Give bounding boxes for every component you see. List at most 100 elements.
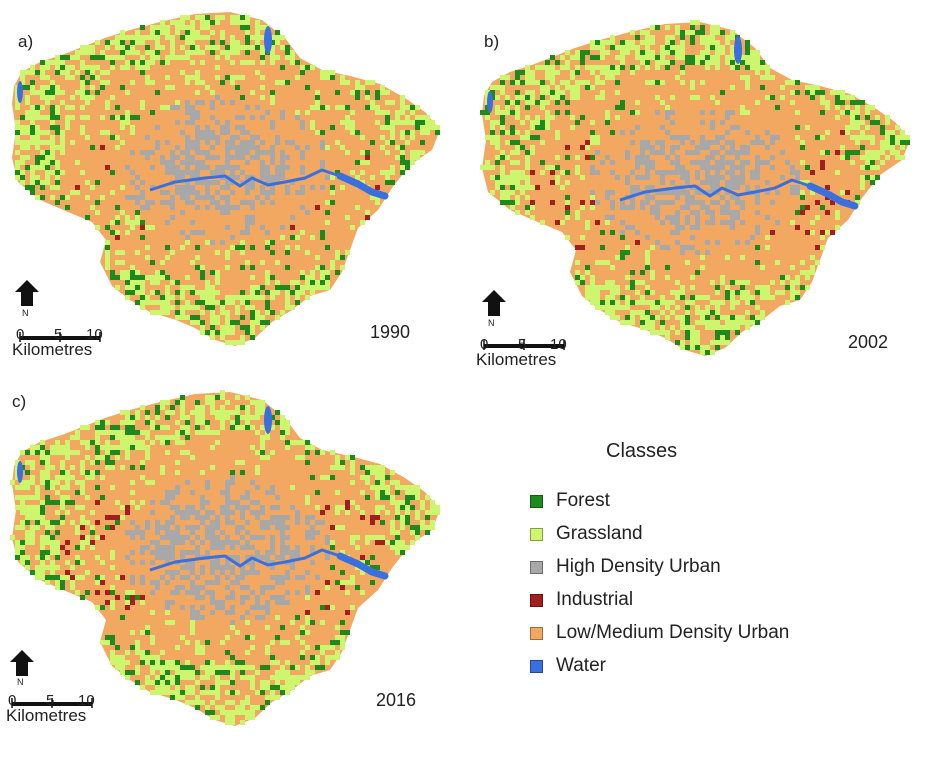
land-cover-cell — [190, 560, 195, 565]
land-cover-cell — [225, 225, 230, 230]
land-cover-cell — [390, 140, 395, 145]
land-cover-cell — [570, 70, 575, 75]
land-cover-cell — [300, 155, 305, 160]
land-cover-cell — [35, 505, 40, 510]
land-cover-cell — [105, 515, 110, 520]
land-cover-cell — [275, 685, 280, 690]
land-cover-cell — [720, 145, 725, 150]
land-cover-cell — [140, 25, 145, 30]
land-cover-cell — [225, 510, 230, 515]
land-cover-cell — [400, 515, 405, 520]
land-cover-cell — [150, 500, 155, 505]
land-cover-cell — [810, 190, 815, 195]
land-cover-cell — [880, 125, 885, 130]
land-cover-cell — [190, 665, 195, 670]
land-cover-cell — [625, 285, 630, 290]
land-cover-cell — [210, 520, 215, 525]
land-cover-cell — [30, 90, 35, 95]
land-cover-cell — [525, 80, 530, 85]
land-cover-cell — [215, 250, 220, 255]
land-cover-cell — [225, 500, 230, 505]
land-cover-cell — [80, 80, 85, 85]
land-cover-cell — [235, 115, 240, 120]
land-cover-cell — [80, 170, 85, 175]
land-cover-cell — [180, 230, 185, 235]
land-cover-cell — [60, 515, 65, 520]
land-cover-cell — [95, 90, 100, 95]
land-cover-cell — [65, 470, 70, 475]
land-cover-cell — [790, 185, 795, 190]
legend-item-forest: Forest — [530, 489, 610, 513]
land-cover-cell — [415, 530, 420, 535]
land-cover-cell — [880, 160, 885, 165]
land-cover-cell — [30, 120, 35, 125]
scale-unit: Kilometres — [12, 340, 93, 359]
land-cover-cell — [135, 445, 140, 450]
land-cover-cell — [45, 550, 50, 555]
land-cover-cell — [245, 330, 250, 335]
land-cover-cell — [345, 505, 350, 510]
land-cover-cell — [795, 225, 800, 230]
land-cover-cell — [165, 255, 170, 260]
land-cover-cell — [195, 315, 200, 320]
land-cover-cell — [690, 140, 695, 145]
land-cover-cell — [660, 325, 665, 330]
land-cover-cell — [340, 585, 345, 590]
land-cover-cell — [615, 175, 620, 180]
land-cover-cell — [670, 35, 675, 40]
land-cover-cell — [165, 685, 170, 690]
land-cover-cell — [140, 235, 145, 240]
land-cover-cell — [130, 445, 135, 450]
land-cover-cell — [25, 115, 30, 120]
land-cover-cell — [255, 670, 260, 675]
land-cover-cell — [45, 175, 50, 180]
land-cover-cell — [205, 240, 210, 245]
land-cover-cell — [245, 715, 250, 720]
land-cover-cell — [130, 440, 135, 445]
land-cover-cell — [285, 265, 290, 270]
land-cover-cell — [645, 260, 650, 265]
land-cover-cell — [30, 170, 35, 175]
land-cover-cell — [205, 125, 210, 130]
land-cover-cell — [220, 50, 225, 55]
land-cover-cell — [305, 630, 310, 635]
land-cover-cell — [705, 55, 710, 60]
land-cover-cell — [170, 695, 175, 700]
land-cover-cell — [170, 35, 175, 40]
land-cover-cell — [405, 120, 410, 125]
land-cover-cell — [360, 590, 365, 595]
land-cover-cell — [145, 410, 150, 415]
land-cover-cell — [20, 175, 25, 180]
land-cover-cell — [160, 665, 165, 670]
land-cover-cell — [585, 145, 590, 150]
land-cover-cell — [820, 160, 825, 165]
land-cover-cell — [140, 630, 145, 635]
land-cover-cell — [325, 580, 330, 585]
land-cover-cell — [875, 155, 880, 160]
land-cover-cell — [880, 140, 885, 145]
land-cover-cell — [190, 510, 195, 515]
land-cover-cell — [185, 640, 190, 645]
land-cover-cell — [410, 130, 415, 135]
land-cover-cell — [340, 580, 345, 585]
land-cover-cell — [210, 130, 215, 135]
land-cover-cell — [390, 470, 395, 475]
land-cover-cell — [90, 475, 95, 480]
land-cover-cell — [510, 140, 515, 145]
land-cover-cell — [205, 150, 210, 155]
land-cover-cell — [145, 155, 150, 160]
land-cover-cell — [800, 285, 805, 290]
land-cover-cell — [745, 160, 750, 165]
land-cover-cell — [190, 120, 195, 125]
land-cover-cell — [370, 140, 375, 145]
land-cover-cell — [185, 35, 190, 40]
land-cover-cell — [410, 485, 415, 490]
land-cover-cell — [690, 345, 695, 350]
land-cover-cell — [200, 415, 205, 420]
land-cover-cell — [20, 160, 25, 165]
land-cover-cell — [125, 220, 130, 225]
land-cover-cell — [415, 535, 420, 540]
land-cover-cell — [680, 285, 685, 290]
land-cover-cell — [305, 590, 310, 595]
land-cover-cell — [370, 470, 375, 475]
